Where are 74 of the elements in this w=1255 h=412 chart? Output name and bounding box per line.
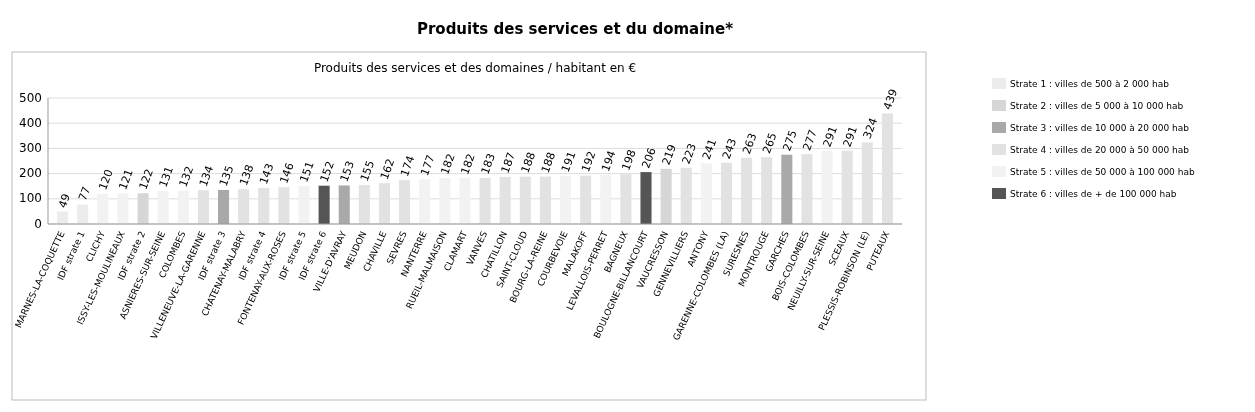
- legend-label: Strate 4 : villes de 20 000 à 50 000 hab: [1010, 144, 1190, 155]
- data-label: 194: [599, 148, 619, 174]
- data-label: 155: [357, 158, 378, 183]
- data-label: 275: [780, 128, 800, 153]
- bar: [560, 175, 572, 224]
- bar: [218, 189, 230, 224]
- legend-label: Strate 2 : villes de 5 000 à 10 000 hab: [1010, 100, 1184, 111]
- bar: [459, 178, 471, 224]
- data-label: 192: [579, 149, 599, 174]
- bar: [117, 193, 129, 224]
- data-label: 182: [458, 152, 478, 177]
- y-tick-label: 400: [19, 115, 42, 130]
- bar: [77, 204, 89, 224]
- bar: [781, 154, 793, 224]
- bar: [97, 193, 109, 224]
- data-label: 241: [699, 137, 720, 162]
- y-tick-label: 0: [34, 216, 42, 231]
- y-tick-label: 300: [19, 140, 42, 155]
- y-tick-label: 500: [19, 90, 42, 105]
- data-label: 132: [176, 164, 197, 189]
- data-label: 183: [478, 151, 498, 176]
- bar: [640, 172, 652, 224]
- y-tick-label: 200: [19, 166, 42, 181]
- data-label: 146: [277, 161, 297, 186]
- chart-title: Produits des services et du domaine*: [416, 20, 734, 38]
- bar: [298, 185, 310, 224]
- bar: [821, 150, 833, 224]
- legend-label: Strate 5 : villes de 50 000 à 100 000 hab: [1010, 166, 1195, 177]
- data-label: 188: [518, 150, 539, 175]
- bar: [338, 185, 350, 224]
- data-label: 151: [297, 159, 317, 184]
- bar: [700, 163, 712, 224]
- data-label: 265: [760, 131, 780, 156]
- data-label: 122: [136, 167, 156, 192]
- data-label: 120: [96, 167, 116, 192]
- bar: [419, 179, 431, 224]
- legend-label: Strate 1 : villes de 500 à 2 000 hab: [1010, 78, 1170, 89]
- data-label: 291: [840, 124, 860, 149]
- data-label: 131: [156, 164, 176, 190]
- bar: [439, 178, 451, 224]
- data-label: 223: [679, 141, 700, 166]
- data-label: 188: [538, 150, 559, 175]
- data-label: 219: [659, 142, 679, 167]
- data-label: 291: [820, 124, 840, 149]
- data-label: 277: [800, 128, 820, 153]
- data-label: 134: [196, 164, 217, 189]
- data-label: 152: [317, 159, 337, 184]
- data-label: 206: [639, 145, 659, 171]
- data-label: 439: [880, 87, 901, 112]
- chart-subtitle: Produits des services et des domaines / habitant en €: [313, 61, 637, 75]
- data-label: 138: [237, 163, 257, 188]
- y-tick-label: 100: [19, 191, 42, 206]
- bar: [157, 190, 169, 224]
- data-label: 243: [719, 136, 740, 161]
- bar: [600, 175, 612, 224]
- data-label: 143: [257, 161, 277, 187]
- bar: [318, 185, 330, 224]
- data-label: 162: [377, 157, 398, 182]
- data-label: 121: [116, 167, 136, 192]
- data-label: 263: [740, 131, 760, 156]
- legend-label: Strate 6 : villes de + de 100 000 hab: [1010, 188, 1177, 199]
- data-label: 198: [619, 147, 639, 173]
- data-label: 153: [337, 159, 358, 184]
- data-label: 182: [438, 152, 458, 177]
- data-label: 191: [558, 149, 579, 174]
- data-label: 324: [860, 116, 881, 141]
- legend-label: Strate 3 : villes de 10 000 à 20 000 hab: [1010, 122, 1190, 133]
- data-label: 174: [398, 154, 418, 179]
- data-label: 77: [76, 185, 94, 203]
- data-label: 49: [56, 192, 74, 210]
- data-label: 135: [216, 163, 237, 189]
- data-label: 187: [498, 150, 518, 175]
- bar: [177, 190, 189, 224]
- data-label: 177: [418, 153, 438, 178]
